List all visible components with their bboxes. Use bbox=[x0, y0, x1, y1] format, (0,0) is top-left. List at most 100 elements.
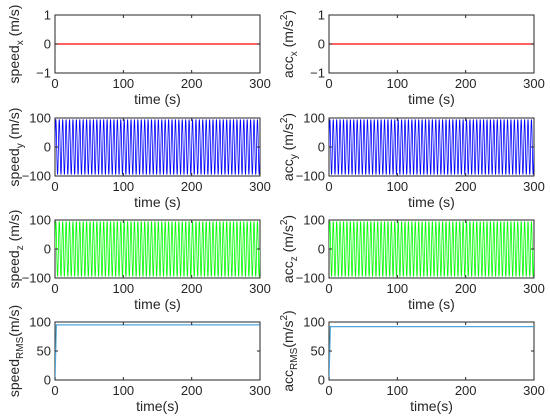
x-tick-label: 200 bbox=[455, 179, 477, 194]
x-axis-label: time (s) bbox=[408, 91, 455, 107]
y-axis-label-part: 2 bbox=[279, 219, 290, 225]
y-tick-label: −100 bbox=[22, 169, 51, 184]
x-axis-label: time (s) bbox=[408, 194, 455, 210]
y-tick-label: 1 bbox=[318, 8, 325, 23]
x-tick-label: 300 bbox=[523, 383, 545, 398]
y-tick-label: 0 bbox=[44, 373, 51, 388]
y-axis-label-part: 2 bbox=[279, 314, 290, 320]
x-tick-label: 0 bbox=[325, 179, 332, 194]
y-axis-label-part: (m/s) bbox=[6, 305, 22, 337]
y-axis-label: speedz (m/s) bbox=[6, 210, 26, 289]
y-axis-label-part: x bbox=[289, 51, 300, 56]
y-axis-label-part: (m/s) bbox=[6, 108, 22, 144]
y-tick-label: −1 bbox=[310, 66, 325, 81]
x-tick-label: 100 bbox=[386, 383, 408, 398]
x-tick-label: 0 bbox=[51, 179, 58, 194]
y-axis-label: accx (m/s2) bbox=[279, 10, 300, 78]
y-tick-label: 0 bbox=[318, 37, 325, 52]
y-axis-label-part: ) bbox=[280, 215, 296, 220]
y-axis-label-part: ) bbox=[280, 10, 296, 15]
y-tick-label: 100 bbox=[29, 213, 51, 228]
y-axis-label-part: (m/s) bbox=[6, 5, 22, 41]
y-axis-label-part: 2 bbox=[279, 117, 290, 123]
x-axis-label: time (s) bbox=[134, 91, 181, 107]
y-axis-label-part: y bbox=[15, 143, 26, 148]
y-tick-label: 0 bbox=[44, 242, 51, 257]
y-axis-label-part: (m/s bbox=[280, 123, 296, 154]
x-tick-label: 100 bbox=[112, 383, 134, 398]
series-line bbox=[329, 119, 534, 175]
y-axis-label-part: speed bbox=[6, 359, 22, 397]
y-axis-label-part: ) bbox=[280, 113, 296, 118]
y-axis-label: speedy (m/s) bbox=[6, 108, 26, 187]
x-tick-label: 200 bbox=[455, 383, 477, 398]
x-tick-label: 0 bbox=[51, 383, 58, 398]
x-tick-label: 100 bbox=[386, 179, 408, 194]
x-tick-label: 300 bbox=[249, 383, 271, 398]
x-tick-label: 100 bbox=[112, 281, 134, 296]
y-axis-label-part: (m/s bbox=[280, 225, 296, 256]
x-tick-label: 100 bbox=[112, 76, 134, 91]
y-axis-label-part: 2 bbox=[279, 14, 290, 20]
y-axis-label-part: speed bbox=[6, 250, 22, 288]
x-tick-label: 0 bbox=[325, 76, 332, 91]
x-tick-label: 0 bbox=[325, 383, 332, 398]
y-axis-label-part: speed bbox=[6, 45, 22, 83]
y-axis-label-part: acc bbox=[280, 159, 296, 181]
y-axis-label-part: RMS bbox=[15, 336, 26, 359]
x-axis-label: time(s) bbox=[136, 398, 179, 414]
y-axis-label: accy (m/s2) bbox=[279, 113, 300, 181]
x-tick-label: 300 bbox=[249, 281, 271, 296]
y-tick-label: 0 bbox=[318, 373, 325, 388]
y-axis-label-part: RMS bbox=[289, 347, 300, 370]
y-tick-label: −100 bbox=[296, 169, 325, 184]
x-tick-label: 100 bbox=[112, 179, 134, 194]
y-axis-label-part: y bbox=[289, 154, 300, 159]
y-tick-label: 0 bbox=[318, 140, 325, 155]
y-axis-label-part: acc bbox=[280, 56, 296, 78]
y-tick-label: 100 bbox=[303, 315, 325, 330]
series-line bbox=[55, 221, 260, 277]
series-line bbox=[329, 326, 534, 380]
x-tick-label: 0 bbox=[51, 76, 58, 91]
y-axis-label-part: acc bbox=[280, 370, 296, 392]
x-tick-label: 0 bbox=[325, 281, 332, 296]
x-axis-label: time (s) bbox=[408, 296, 455, 312]
x-tick-label: 300 bbox=[523, 179, 545, 194]
y-tick-label: 0 bbox=[318, 242, 325, 257]
y-axis-label-part: acc bbox=[280, 261, 296, 283]
y-tick-label: 100 bbox=[29, 111, 51, 126]
y-axis-label: accz (m/s2) bbox=[279, 215, 300, 283]
y-tick-label: 50 bbox=[37, 344, 51, 359]
y-tick-label: −100 bbox=[296, 271, 325, 286]
x-tick-label: 200 bbox=[181, 383, 203, 398]
x-tick-label: 200 bbox=[455, 76, 477, 91]
plot-frame bbox=[54, 321, 261, 381]
x-tick-label: 100 bbox=[386, 76, 408, 91]
y-tick-label: 0 bbox=[44, 140, 51, 155]
y-axis-label-part: (m/s) bbox=[6, 210, 22, 246]
y-tick-label: −1 bbox=[36, 66, 51, 81]
x-tick-label: 200 bbox=[455, 281, 477, 296]
plot-frame bbox=[328, 321, 535, 381]
y-tick-label: 100 bbox=[29, 315, 51, 330]
y-axis-label-part: z bbox=[15, 245, 26, 250]
y-tick-label: 1 bbox=[44, 8, 51, 23]
x-axis-label: time(s) bbox=[410, 398, 453, 414]
y-tick-label: 100 bbox=[303, 111, 325, 126]
x-tick-label: 200 bbox=[181, 281, 203, 296]
y-tick-label: 50 bbox=[311, 344, 325, 359]
x-tick-label: 300 bbox=[249, 179, 271, 194]
series-line bbox=[329, 221, 534, 277]
y-axis-label-part: (m/s bbox=[280, 20, 296, 51]
x-tick-label: 300 bbox=[249, 76, 271, 91]
y-axis-label: accRMS(m/s2) bbox=[279, 310, 300, 391]
y-axis-label-part: z bbox=[289, 256, 300, 261]
